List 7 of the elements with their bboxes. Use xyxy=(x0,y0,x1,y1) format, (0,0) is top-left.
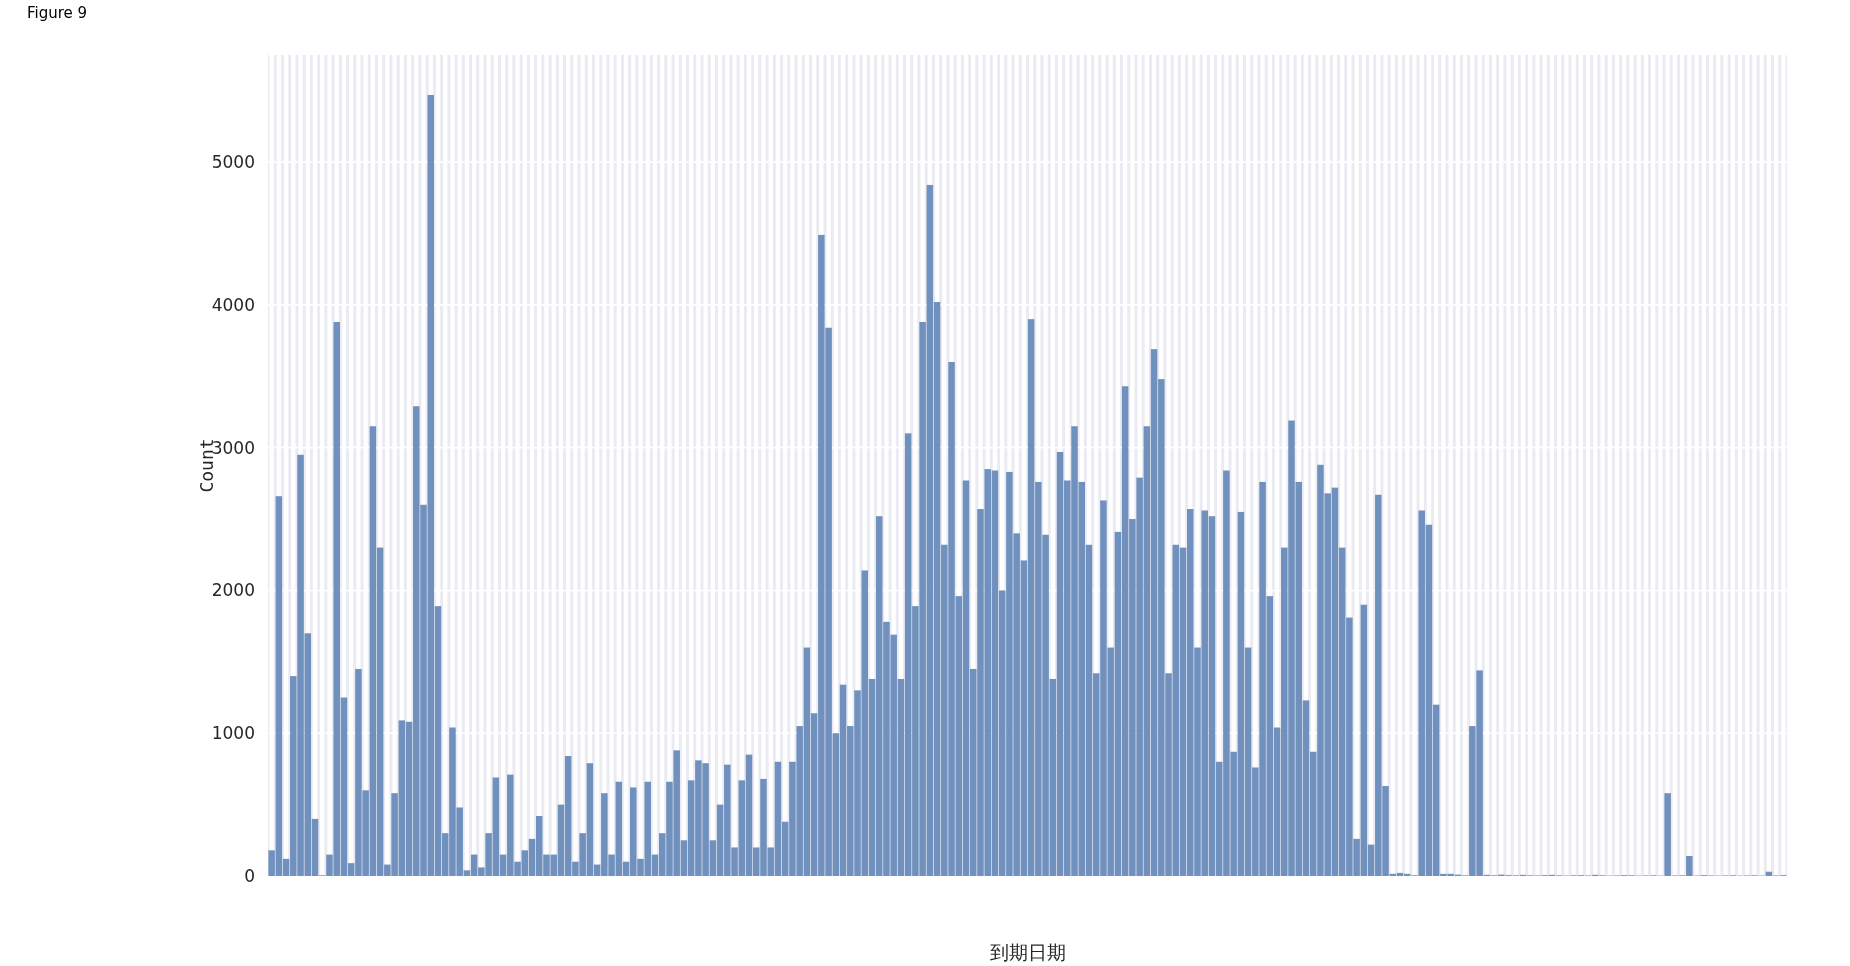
caption: Figure 9 xyxy=(27,4,88,22)
y-tick-label: 4000 xyxy=(211,294,255,315)
y-tick-label: 1000 xyxy=(211,723,255,744)
x-axis-title: 到期日期 xyxy=(989,941,1066,963)
y-tick-label: 5000 xyxy=(211,152,255,173)
y-tick-label: 0 xyxy=(244,866,255,886)
y-tick-label: 2000 xyxy=(211,580,255,601)
